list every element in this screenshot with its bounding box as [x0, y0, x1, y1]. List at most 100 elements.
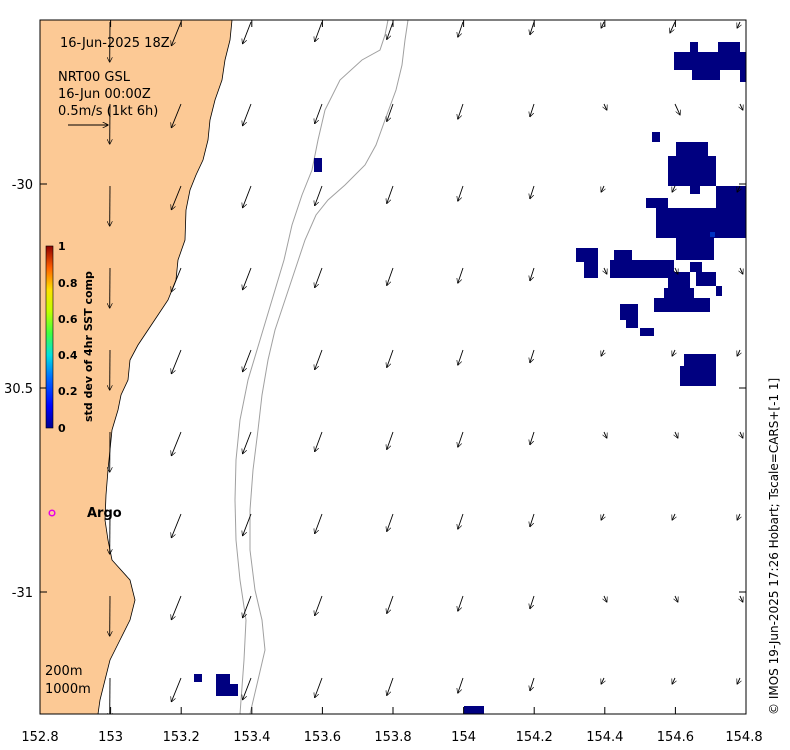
current-vector [530, 349, 535, 363]
current-vector [530, 431, 535, 445]
current-vector [387, 21, 394, 39]
current-vector [604, 103, 607, 110]
current-vector [737, 185, 740, 192]
scale-label: 0.5m/s (1kt 6h) [58, 104, 158, 119]
colorbar-tick: 1 [58, 240, 66, 253]
colorbar-tick: 0.6 [58, 313, 78, 326]
current-vector [387, 595, 394, 613]
argo-label: Argo [87, 506, 122, 521]
current-vector [737, 513, 740, 520]
current-vector [675, 267, 678, 274]
current-vector [171, 21, 182, 46]
x-tick-label: 152.8 [21, 730, 58, 745]
argo-float-marker [48, 509, 56, 517]
current-vector [315, 267, 323, 288]
sst-patches [194, 42, 746, 714]
current-vector [243, 677, 252, 700]
current-vector [740, 431, 743, 438]
current-vector [315, 677, 323, 698]
colorbar-tick: 0.4 [58, 349, 78, 362]
current-vector [458, 677, 464, 693]
contour-1000m [249, 20, 409, 714]
y-axis-ticks [40, 183, 746, 593]
current-vector [672, 513, 675, 520]
current-vector [601, 513, 604, 520]
x-axis-labels: 152.8 153 153.2 153.4 153.6 153.8 154 15… [21, 730, 762, 745]
bathymetry-legend: 200m 1000m [45, 664, 91, 697]
current-vector [243, 513, 252, 536]
current-vector [740, 267, 743, 274]
current-vector [458, 103, 464, 119]
current-vector [171, 431, 182, 456]
current-vector [458, 595, 464, 611]
x-tick-label: 153.4 [233, 730, 270, 745]
x-tick-label: 153.8 [374, 730, 411, 745]
current-vector [740, 103, 743, 110]
x-tick-label: 153 [98, 730, 123, 745]
current-vector [315, 513, 323, 534]
current-vector [675, 595, 678, 602]
current-vector [601, 21, 604, 28]
current-vector [315, 103, 323, 124]
imos-credit: © IMOS 19-Jun-2025 17:26 Hobart; Tscale=… [767, 378, 781, 715]
current-vector [315, 349, 323, 370]
current-vector [243, 431, 252, 454]
current-vector [315, 431, 323, 452]
time-label: 16-Jun 00:00Z [58, 87, 151, 102]
current-vector [672, 185, 675, 192]
current-vector [672, 349, 675, 356]
current-vector [171, 513, 182, 538]
current-vector [674, 103, 680, 115]
current-vector [171, 595, 182, 620]
current-vector [387, 677, 394, 695]
current-vector [670, 21, 676, 33]
current-vector [737, 349, 740, 356]
y-tick-label: -30 [12, 178, 33, 193]
x-axis-ticks [39, 20, 747, 714]
current-vector [601, 677, 604, 684]
current-vector [243, 103, 252, 126]
current-vector [171, 677, 182, 702]
current-vector [601, 349, 604, 356]
current-vector [171, 103, 182, 128]
current-vector [458, 21, 464, 37]
current-vector [243, 267, 252, 290]
x-tick-label: 153.6 [304, 730, 341, 745]
current-vector [387, 267, 394, 285]
y-tick-label: -31 [12, 586, 33, 601]
current-vector [530, 21, 535, 35]
current-vector [243, 185, 252, 208]
current-vector [171, 267, 182, 292]
land-mass [40, 20, 233, 714]
x-tick-label: 154 [451, 730, 476, 745]
colorbar-label: std dev of 4hr SST comp [82, 271, 95, 422]
contour-200m [234, 20, 389, 714]
current-vector [530, 513, 535, 527]
current-vector [315, 185, 323, 206]
bathymetry-200-label: 200m [45, 664, 82, 679]
current-vector [387, 513, 394, 531]
current-vector [243, 21, 252, 44]
current-vector [458, 185, 464, 201]
current-vector [458, 349, 464, 365]
colorbar-ticks: 1 0.8 0.6 0.4 0.2 0 [58, 240, 78, 435]
sst-patch-lightblue [710, 232, 715, 237]
current-vector [604, 267, 607, 274]
current-vector [243, 349, 252, 372]
colorbar-tick: 0.8 [58, 277, 78, 290]
current-vector [387, 431, 394, 449]
colorbar [45, 245, 54, 429]
current-vector [604, 431, 607, 438]
current-vector [737, 21, 740, 28]
current-vector [530, 185, 535, 199]
datetime-label: 16-Jun-2025 18Z [60, 36, 170, 51]
y-tick-label: 30.5 [4, 382, 33, 397]
current-vector [530, 677, 535, 691]
current-vector [672, 677, 675, 684]
current-vector [604, 595, 607, 602]
current-vector [458, 513, 464, 529]
current-vector [387, 349, 394, 367]
current-vector [530, 103, 535, 117]
current-vector [243, 595, 252, 618]
current-vector [458, 267, 464, 283]
